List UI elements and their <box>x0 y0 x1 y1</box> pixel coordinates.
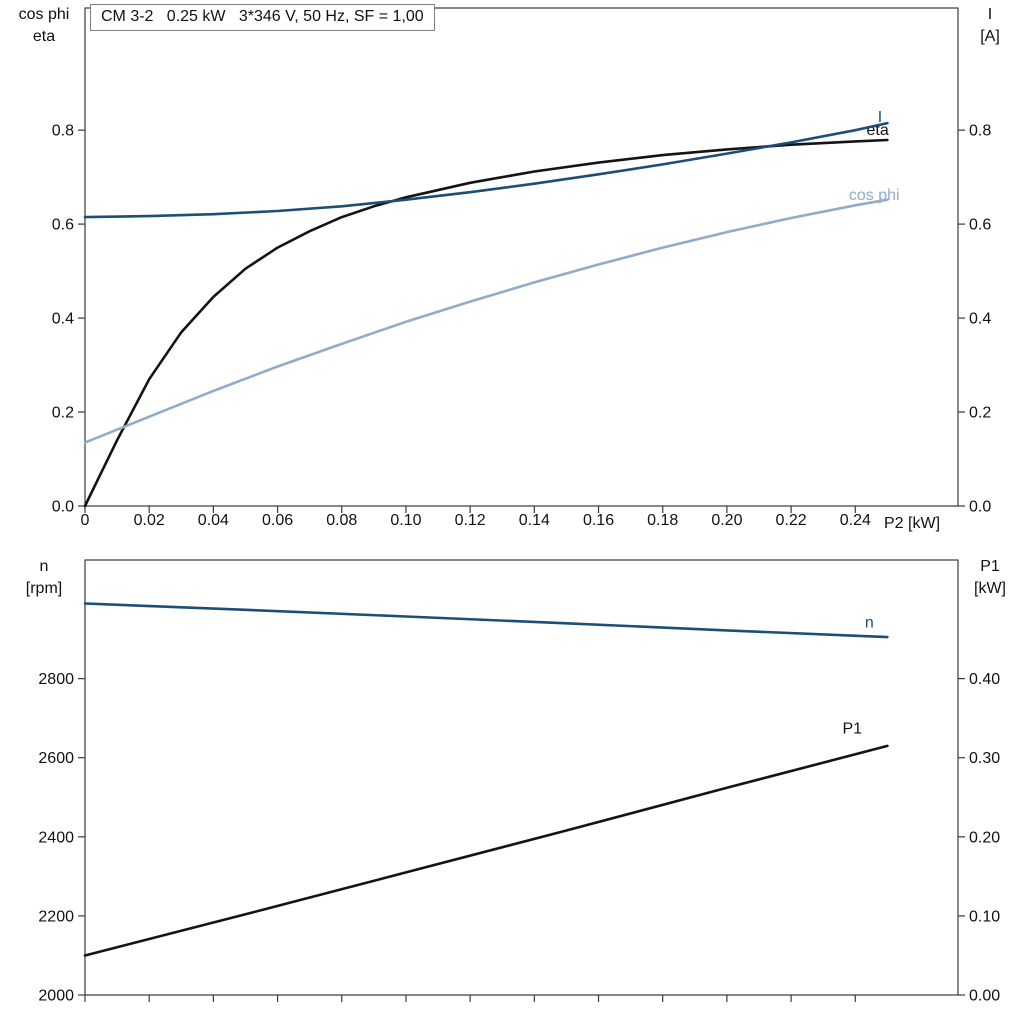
axis-label-line: P1 <box>980 558 1000 575</box>
plot-top: 0.0 0.2 0.4 0.6 0.8 0.0 0.2 0.4 0.6 0.8 0 0.02 0.04 0… <box>52 7 991 529</box>
y-tick-label-right: 0.4 <box>969 311 991 328</box>
y-tick-label-left: 0.6 <box>52 217 74 234</box>
x-tick-label: 0.18 <box>647 512 678 529</box>
series-line-cos-phi <box>83 198 889 444</box>
y-tick-label-left: 2200 <box>38 908 74 925</box>
y-tick-label-right: 0.30 <box>969 750 1000 767</box>
y-tick-label-right: 0.20 <box>969 829 1000 846</box>
plot-border <box>84 559 959 996</box>
x-tick-label: 0.12 <box>455 512 486 529</box>
axis-label-line: n <box>39 558 49 575</box>
x-tick-label: 0.14 <box>519 512 550 529</box>
axis-label-line: cos phi <box>18 6 70 23</box>
x-axis-label: P2 [kW] <box>884 515 941 532</box>
y-tick-label-right: 0.2 <box>969 405 991 422</box>
chart-title-box: CM 3-2 0.25 kW 3*346 V, 50 Hz, SF = 1,00 <box>90 4 435 31</box>
top-left-axis-label: cos phi eta <box>6 4 82 48</box>
plot-bottom: 2000 2200 2400 2600 2800 0.00 0.10 0.20 0.30 0.40… <box>38 559 1000 1005</box>
x-tick-label: 0.24 <box>840 512 871 529</box>
x-tick-label: 0.04 <box>198 512 229 529</box>
x-tick-label: 0.16 <box>583 512 614 529</box>
x-tick-label: 0 <box>81 512 90 529</box>
axis-label-line: [kW] <box>974 580 1006 597</box>
axis-label-line: [A] <box>980 28 1000 45</box>
series-label-cos-phi: cos phi <box>849 187 900 204</box>
y-tick-label-right: 0.10 <box>969 908 1000 925</box>
series-line-p1 <box>83 744 889 957</box>
series-label-i: I <box>878 109 882 126</box>
y-tick-label-right: 0.0 <box>969 499 991 516</box>
series-line-i <box>83 121 889 219</box>
x-tick-label: 0.08 <box>326 512 357 529</box>
y-tick-label-right: 0.8 <box>969 123 991 140</box>
y-tick-label-left: 2400 <box>38 829 74 846</box>
top-right-axis-label: I [A] <box>962 4 1018 48</box>
axis-label-line: [rpm] <box>25 580 63 597</box>
x-tick-label: 0.02 <box>134 512 165 529</box>
y-tick-label-left: 0.0 <box>52 499 74 516</box>
y-tick-label-left: 0.4 <box>52 311 74 328</box>
y-tick-label-left: 0.8 <box>52 123 74 140</box>
axis-label-line: eta <box>32 28 56 45</box>
x-tick-label: 0.10 <box>390 512 421 529</box>
bottom-left-axis-label: n [rpm] <box>6 556 82 600</box>
y-tick-label-left: 2600 <box>38 750 74 767</box>
bottom-right-axis-label: P1 [kW] <box>960 556 1020 600</box>
x-tick-label: 0.20 <box>711 512 742 529</box>
series-line-n <box>83 602 889 639</box>
x-tick-label: 0.06 <box>262 512 293 529</box>
axis-label-line: I <box>987 6 993 23</box>
y-tick-label-left: 2800 <box>38 671 74 688</box>
y-tick-label-right: 0.40 <box>969 671 1000 688</box>
plot-border <box>84 7 959 507</box>
series-label-n: n <box>865 614 874 631</box>
x-tick-label: 0.22 <box>776 512 807 529</box>
y-tick-label-left: 0.2 <box>52 405 74 422</box>
series-line-eta <box>83 138 889 508</box>
y-tick-label-right: 0.00 <box>969 988 1000 1005</box>
y-tick-label-left: 2000 <box>38 988 74 1005</box>
y-tick-label-right: 0.6 <box>969 217 991 234</box>
series-label-p1: P1 <box>842 720 862 737</box>
